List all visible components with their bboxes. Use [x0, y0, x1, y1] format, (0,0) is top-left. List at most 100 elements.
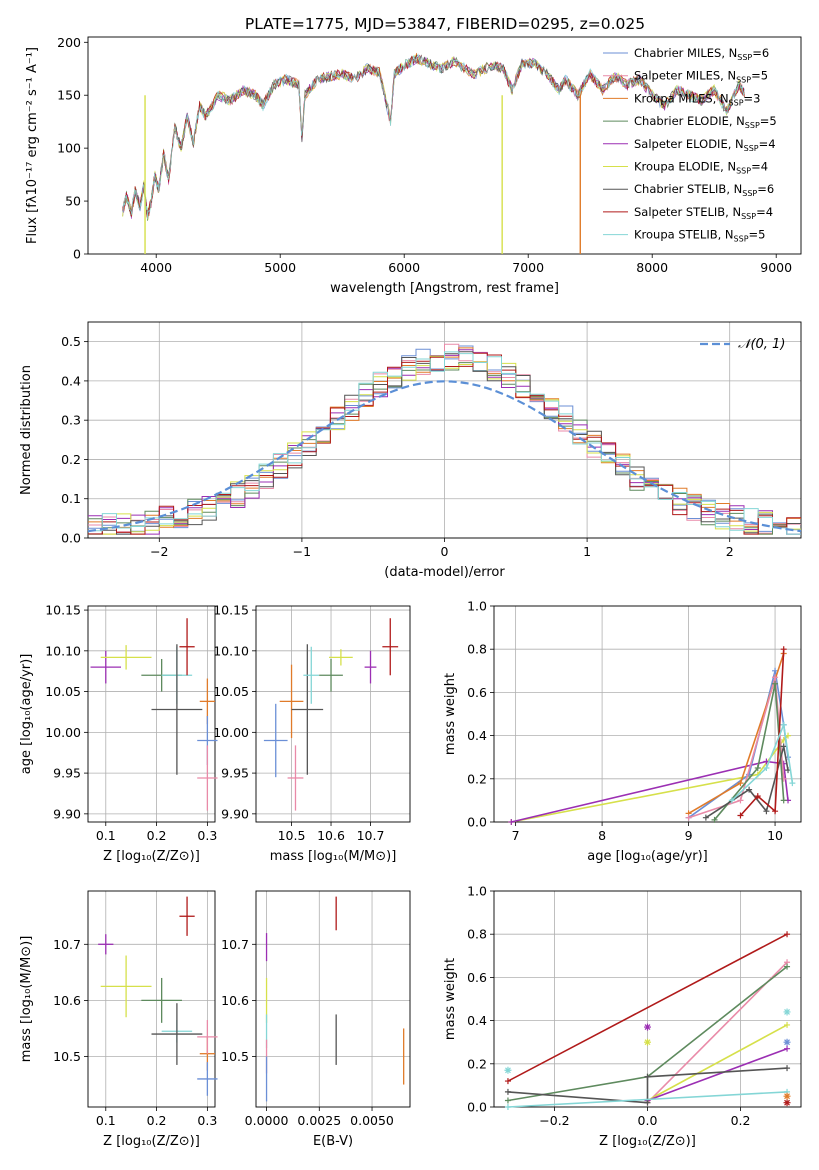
y-tick-label: 10.6 [53, 993, 81, 1008]
weight-marker-kroupa-stelib [780, 721, 787, 728]
y-tick-label: 10.10 [45, 643, 81, 658]
weight-marker-salpeter-elodie [784, 1045, 791, 1052]
x-tick-label: 9 [685, 828, 693, 843]
weight-marker-salpeter-miles [772, 674, 779, 681]
weight-marker-chabrier-elodie [784, 963, 791, 970]
x-axis-label: Z [log₁₀(Z/Z⊙)] [103, 849, 200, 864]
x-tick-label: 9000 [760, 260, 792, 275]
y-axis-label: mass [log₁₀(M/M⊙)] [19, 936, 34, 1063]
residuals-panel: −2 −1 0 1 2 0.0 0.1 0.2 0.3 0.4 0.5 (data-model)/er… [19, 321, 802, 580]
y-tick-label: 0.1 [61, 491, 81, 506]
weight-marker-chabrier-elodie [754, 765, 761, 771]
y-tick-label: 0.8 [467, 642, 487, 657]
weight-marker-chabrier-elodie [711, 816, 718, 823]
weight-marker-kroupa-miles [737, 780, 744, 787]
x-tick-label: 0.1 [96, 828, 116, 843]
y-axis-label: Flux [fλ10⁻¹⁷ erg cm⁻² s⁻¹ A⁻¹] [25, 47, 40, 244]
weight-line-kroupa-stelib [507, 1091, 788, 1108]
y-tick-label: 0.0 [61, 531, 81, 546]
weight-marker-chabrier-stelib [763, 808, 770, 815]
y-tick-label: 0.4 [467, 728, 487, 743]
spectrum-series-kroupa-stelib [122, 53, 745, 220]
weight-marker-chabrier-elodie [780, 797, 787, 804]
y-tick-label: 10.00 [213, 725, 249, 740]
weight-marker-chabrier-stelib [780, 743, 787, 750]
y-tick-label: 9.90 [221, 806, 249, 821]
weight-marker-salpeter-stelib [784, 931, 791, 938]
y-tick-label: 0.6 [467, 685, 487, 700]
legend-label-chabrier-elodie: Chabrier ELODIE, NSSP=5 [634, 114, 777, 130]
weight-line-salpeter-stelib [739, 649, 785, 817]
weight-marker-kroupa-stelib [728, 797, 735, 804]
y-tick-label: 9.95 [53, 766, 81, 781]
weight-line-salpeter-stelib [507, 933, 788, 1082]
x-tick-label: 7 [512, 828, 520, 843]
weight-vs-metallicity-panel: −0.2 0.0 0.2 0.0 0.2 0.4 0.6 0.8 1.0 Z [log₁₀(Z/Z… [443, 884, 802, 1149]
weight-star-salpeter-elodie [644, 1023, 651, 1031]
legend-label-chabrier-stelib: Chabrier STELIB, NSSP=6 [634, 182, 774, 198]
x-axis-label: (data-model)/error [384, 565, 505, 580]
y-tick-label: 10.6 [221, 993, 249, 1008]
y-tick-label: 10.15 [213, 603, 249, 618]
mass-vs-ebv-panel: 0.0000 0.0025 0.0050 10.5 10.6 10.7 E(B-V) [221, 890, 411, 1149]
weight-marker-salpeter-stelib [780, 646, 787, 653]
y-tick-label: 100 [57, 141, 81, 156]
x-tick-label: 0.3 [197, 1113, 217, 1128]
x-tick-label: 10.7 [357, 828, 385, 843]
weight-line-chabrier-stelib [507, 1067, 788, 1104]
weight-marker-salpeter-stelib [772, 808, 779, 815]
weight-marker-salpeter-miles [685, 814, 692, 821]
y-axis-label: age [log₁₀(age/yr)] [19, 654, 34, 775]
y-tick-label: 9.95 [221, 766, 249, 781]
y-tick-label: 10.7 [53, 937, 81, 952]
y-tick-label: 10.10 [213, 643, 249, 658]
y-tick-label: 0 [73, 247, 81, 262]
weight-marker-kroupa-stelib [789, 780, 796, 787]
y-axis-label: Normed distribution [19, 365, 34, 495]
x-tick-label: 0.0050 [350, 1113, 394, 1128]
legend-label-kroupa-stelib: Kroupa STELIB, NSSP=5 [634, 228, 765, 244]
y-tick-label: 0.4 [61, 373, 81, 388]
y-axis-label: mass weight [443, 958, 458, 1040]
weight-star-kroupa-miles [783, 1092, 791, 1100]
x-tick-label: 8000 [636, 260, 668, 275]
weight-marker-chabrier-stelib [702, 814, 709, 821]
weight-marker-salpeter-stelib [504, 1078, 511, 1085]
weight-marker-chabrier-miles [772, 667, 779, 674]
x-axis-label: Z [log₁₀(Z/Z⊙)] [103, 1134, 200, 1149]
age-vs-metallicity-panel: 0.1 0.2 0.3 9.90 9.95 10.00 10.05 10.10 10.15 Z [… [19, 603, 218, 864]
weight-star-kroupa-stelib [783, 1008, 791, 1016]
y-tick-label: 200 [57, 35, 81, 50]
weight-line-salpeter-elodie [647, 1047, 788, 1102]
x-tick-label: 10 [767, 828, 783, 843]
y-tick-label: 0.2 [61, 452, 81, 467]
y-axis-label: mass weight [443, 673, 458, 755]
x-tick-label: 0.1 [96, 1113, 116, 1128]
y-tick-label: 10.00 [45, 725, 81, 740]
weight-marker-kroupa-stelib [504, 1104, 511, 1110]
weight-marker-chabrier-stelib [504, 1088, 511, 1095]
y-tick-label: 10.5 [221, 1049, 249, 1064]
x-tick-label: 0.2 [731, 1113, 751, 1128]
x-tick-label: 7000 [512, 260, 544, 275]
y-tick-label: 10.05 [213, 684, 249, 699]
weight-marker-salpeter-miles [737, 797, 744, 804]
x-tick-label: 6000 [388, 260, 420, 275]
weight-star-salpeter-stelib [783, 1099, 791, 1107]
y-tick-label: 10.05 [45, 684, 81, 699]
legend-label-salpeter-stelib: Salpeter STELIB, NSSP=4 [634, 205, 773, 221]
y-tick-label: 0.0 [467, 815, 487, 830]
y-tick-label: 150 [57, 88, 81, 103]
x-axis-label: E(B-V) [313, 1134, 353, 1149]
weight-marker-chabrier-stelib [746, 786, 753, 793]
weight-marker-salpeter-stelib [737, 812, 744, 819]
legend-label-salpeter-miles: Salpeter MILES, NSSP=5 [634, 69, 768, 85]
x-tick-label: 10.5 [278, 828, 306, 843]
axes-frame [493, 890, 802, 1108]
x-tick-label: 0.0000 [245, 1113, 289, 1128]
x-tick-label: 0.0 [638, 1113, 658, 1128]
x-tick-label: −1 [293, 544, 311, 559]
gaussian-curve [87, 380, 802, 533]
y-tick-label: 0.0 [467, 1100, 487, 1115]
x-axis-label: Z [log₁₀(Z/Z⊙)] [599, 1134, 696, 1149]
